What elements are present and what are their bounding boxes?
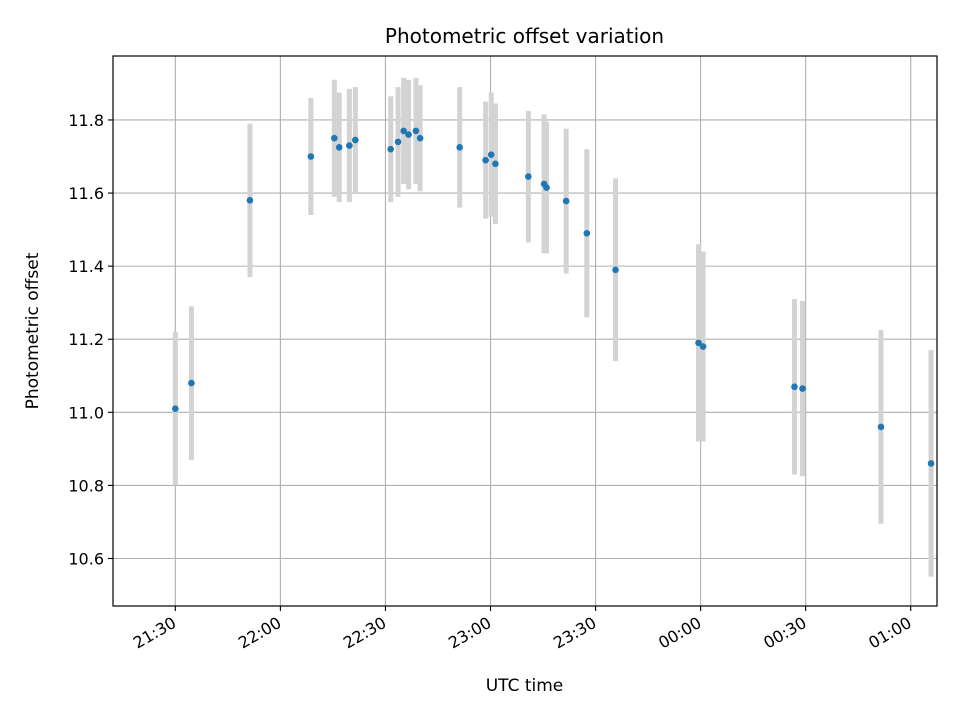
data-point [695, 339, 702, 347]
data-point [482, 156, 489, 164]
data-point [412, 127, 420, 135]
y-tick-label: 11.0 [68, 403, 104, 422]
data-point [583, 229, 591, 237]
data-point [492, 160, 499, 168]
data-point [346, 142, 353, 149]
y-tick-label: 10.6 [68, 549, 104, 568]
data-point [877, 423, 885, 431]
y-tick-label: 10.8 [68, 476, 104, 495]
data-point [927, 460, 935, 467]
data-point [307, 153, 315, 160]
y-tick-label: 11.6 [68, 184, 104, 203]
y-tick-label: 11.8 [68, 111, 104, 130]
data-point [352, 136, 359, 144]
data-point [405, 131, 412, 138]
data-point [331, 134, 338, 142]
data-point [562, 197, 570, 205]
data-point [487, 151, 495, 158]
data-point [612, 266, 619, 274]
data-point [400, 127, 407, 135]
y-axis-label: Photometric offset [23, 252, 43, 409]
data-point [791, 383, 798, 391]
data-point [456, 144, 463, 151]
data-point [246, 197, 254, 204]
data-point [699, 343, 707, 350]
data-point [188, 379, 195, 387]
data-point [387, 145, 395, 153]
data-point [394, 138, 402, 146]
x-axis-label: UTC time [486, 676, 564, 696]
data-point [525, 173, 532, 180]
plot-frame [112, 55, 938, 607]
data-point [335, 144, 343, 151]
y-tick-label: 11.4 [68, 257, 104, 276]
y-tick-label: 11.2 [68, 330, 104, 349]
data-point [799, 385, 806, 392]
data-point [172, 405, 179, 412]
data-points [172, 127, 935, 467]
chart-title: Photometric offset variation [385, 24, 664, 48]
data-point [416, 134, 424, 142]
data-point [543, 184, 550, 191]
